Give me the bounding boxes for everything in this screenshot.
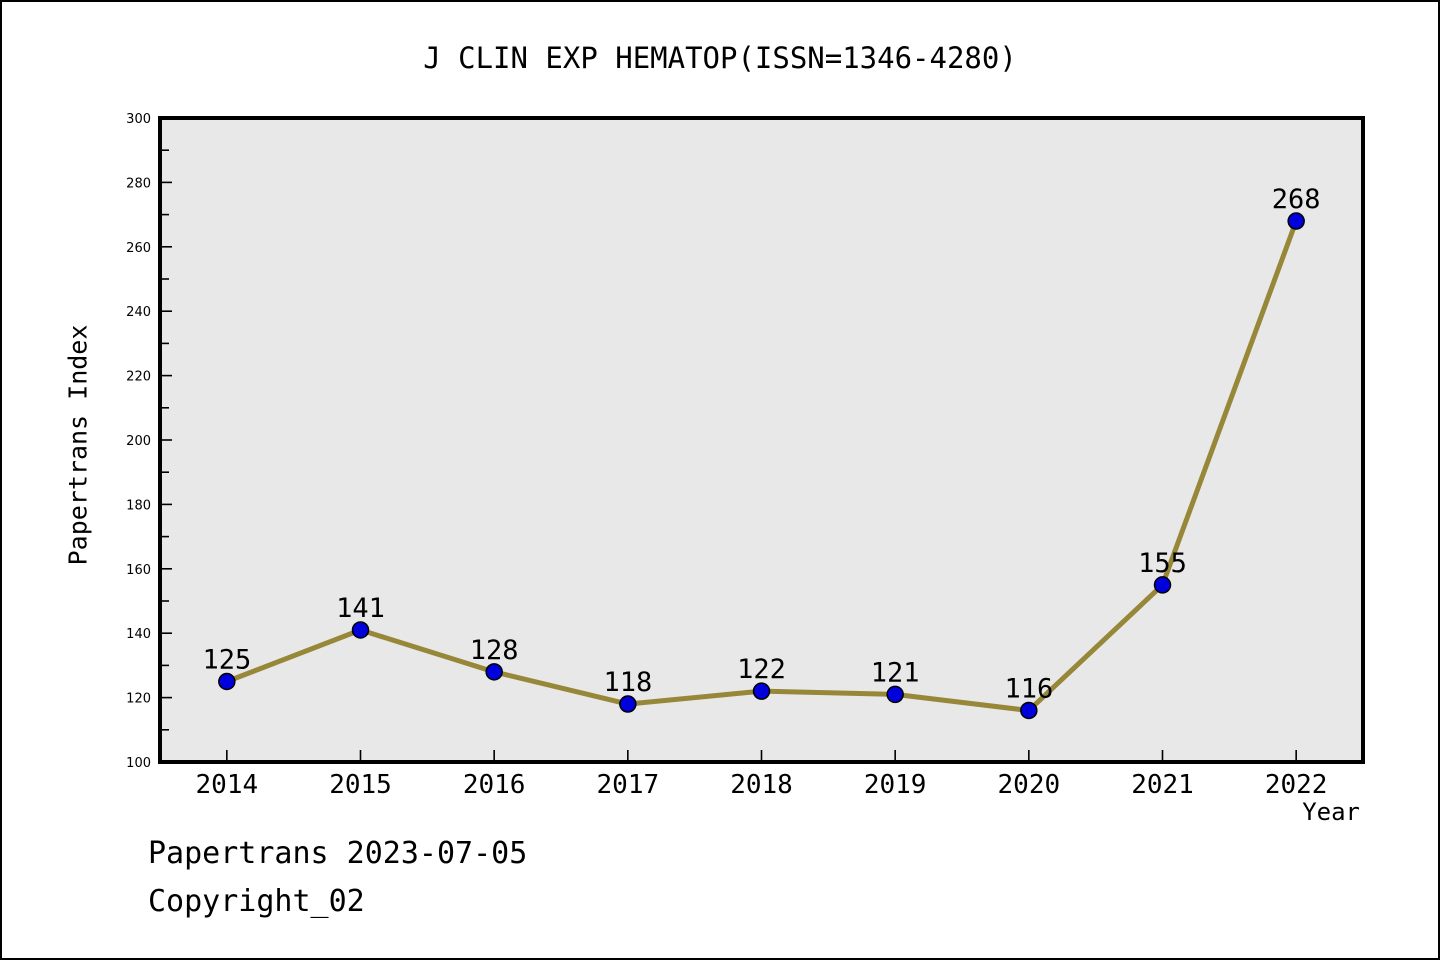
y-tick-label: 160 [126,563,151,578]
y-tick-label: 260 [126,241,151,256]
y-tick-label: 240 [126,305,151,320]
x-tick-label: 2016 [463,770,526,800]
plot-area [160,118,1363,762]
x-tick-label: 2019 [864,770,927,800]
x-tick-label: 2018 [730,770,793,800]
y-tick-label: 180 [126,498,151,513]
y-tick-label: 200 [126,434,151,449]
data-point-label: 118 [603,667,652,698]
x-tick-label: 2021 [1131,770,1194,800]
x-tick-label: 2017 [597,770,660,800]
data-point [1020,701,1038,720]
data-point-label: 128 [470,635,519,666]
x-tick-label: 2022 [1265,770,1328,800]
data-point-label: 141 [336,593,385,624]
data-point-label: 155 [1138,548,1187,579]
watermark-copyright: Copyright_02 [148,884,365,919]
y-tick-label: 120 [126,692,151,707]
data-point-label: 121 [871,657,920,688]
chart-title: J CLIN EXP HEMATOP(ISSN=1346-4280) [423,41,1017,75]
plot-border [158,116,1365,764]
data-point-label: 122 [737,654,786,685]
x-tick-label: 2014 [196,770,259,800]
data-point [218,672,236,691]
data-point [752,682,771,700]
data-point [351,621,370,639]
y-tick-label: 300 [126,112,151,127]
watermark-date: Papertrans 2023-07-05 [148,836,528,871]
data-point-label: 125 [202,645,251,676]
y-tick-label: 140 [126,627,151,642]
data-point [886,685,904,704]
y-tick-label: 220 [126,370,151,385]
y-tick-label: 280 [126,176,151,191]
data-point-label: 268 [1272,184,1321,215]
data-point [1153,576,1172,594]
x-axis-title: Year [1302,798,1360,826]
data-point [619,695,637,713]
x-tick-label: 2020 [998,770,1061,800]
x-tick-label: 2015 [329,770,392,800]
data-point [1287,212,1305,230]
data-point-label: 116 [1004,673,1053,704]
data-point [485,663,503,681]
y-tick-label: 100 [126,756,151,771]
